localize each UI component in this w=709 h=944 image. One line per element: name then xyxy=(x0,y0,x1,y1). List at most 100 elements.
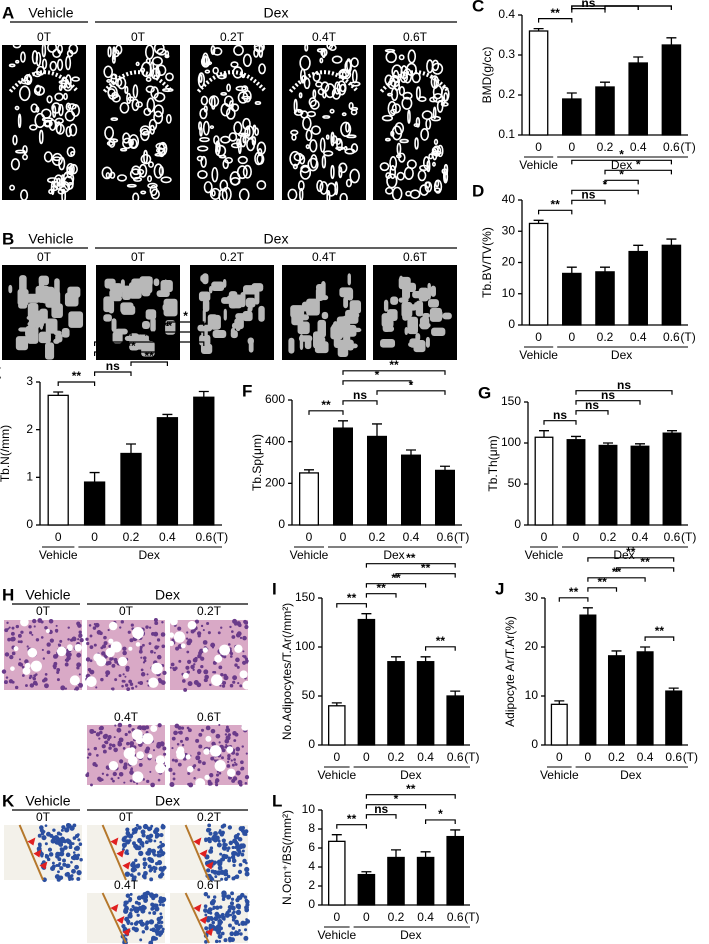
cell xyxy=(227,760,230,763)
trabecula xyxy=(331,87,341,100)
cell xyxy=(112,771,117,777)
trabecula xyxy=(304,43,309,52)
cell xyxy=(110,687,114,690)
cell xyxy=(159,840,163,844)
cell xyxy=(122,646,127,651)
cell xyxy=(108,746,112,750)
trabecula xyxy=(228,100,234,110)
significance-label: ** xyxy=(551,197,561,211)
adipocyte xyxy=(209,745,222,757)
error-bar xyxy=(53,391,64,396)
cell xyxy=(88,624,92,627)
trabecula-3d xyxy=(223,308,227,321)
trabecula-3d xyxy=(163,298,178,317)
bar xyxy=(83,481,106,526)
arrowhead xyxy=(205,861,214,870)
cell xyxy=(150,848,157,854)
trabecula xyxy=(34,112,46,129)
y-tick-label: 20 xyxy=(525,639,539,653)
y-tick-label: 50 xyxy=(302,688,316,702)
cell xyxy=(119,759,124,764)
cell xyxy=(140,656,143,659)
cell xyxy=(118,772,124,777)
trabecula xyxy=(348,101,354,110)
cell xyxy=(148,940,154,944)
cell xyxy=(245,918,248,921)
cell xyxy=(186,726,190,730)
cell xyxy=(152,865,156,869)
significance-bracket xyxy=(571,159,672,165)
cell xyxy=(107,737,111,741)
adipocyte xyxy=(150,724,158,733)
adipocyte xyxy=(155,755,166,765)
cell xyxy=(203,891,209,897)
error-bar xyxy=(600,266,610,272)
significance-label: ** xyxy=(617,0,627,7)
bone-edge xyxy=(184,824,210,881)
cell xyxy=(225,727,231,733)
error-bar xyxy=(666,37,677,45)
adipocyte xyxy=(210,674,223,686)
cell xyxy=(131,904,135,909)
group-label: Dex xyxy=(155,793,180,809)
significance-bracket xyxy=(130,331,205,337)
trabecula xyxy=(156,48,167,56)
trabecula-3d xyxy=(429,307,443,322)
trabecula xyxy=(57,43,64,55)
cell xyxy=(135,685,138,688)
cell xyxy=(158,933,162,937)
trabecula xyxy=(229,171,241,186)
cell xyxy=(237,779,243,785)
significance-label: ** xyxy=(640,555,650,569)
cell xyxy=(111,663,116,668)
cell xyxy=(127,630,131,634)
trabecula xyxy=(153,104,164,118)
panel-letter: D xyxy=(472,181,484,200)
cell xyxy=(220,912,225,917)
trabecula xyxy=(58,80,70,85)
trabecula-3d xyxy=(15,336,29,351)
adipocyte xyxy=(234,644,243,653)
cell xyxy=(33,674,37,678)
significance-label: ** xyxy=(600,0,610,7)
cell xyxy=(145,920,150,925)
cell xyxy=(160,680,166,685)
cell xyxy=(218,940,222,943)
error-bar xyxy=(633,244,644,252)
cell xyxy=(79,858,83,862)
cell xyxy=(117,776,120,780)
cell xyxy=(148,838,153,843)
cell xyxy=(146,680,149,683)
cell xyxy=(110,777,114,781)
cell xyxy=(233,739,237,742)
cell xyxy=(171,736,176,741)
x-tick-label: 0 xyxy=(91,530,98,544)
cell xyxy=(159,833,164,838)
trabecula xyxy=(53,174,64,190)
cell xyxy=(148,911,152,915)
cell xyxy=(31,633,34,636)
trabecula xyxy=(414,137,419,150)
trabecula xyxy=(196,155,204,162)
error-bar xyxy=(633,56,644,63)
cell xyxy=(206,837,212,842)
trabecula xyxy=(200,95,209,106)
cell xyxy=(239,932,243,936)
cell xyxy=(200,624,204,628)
trabecula xyxy=(434,179,440,188)
cell xyxy=(26,645,29,648)
cell xyxy=(235,752,239,756)
adipocyte xyxy=(173,631,186,643)
trabecula-3d xyxy=(315,287,324,302)
y-tick-label: 600 xyxy=(265,392,285,406)
cell xyxy=(233,834,240,840)
y-tick-label: 2 xyxy=(308,878,315,892)
significance-label: ** xyxy=(612,565,622,579)
cell xyxy=(152,852,156,856)
group-label: Dex xyxy=(400,928,421,942)
cell xyxy=(163,752,167,756)
cell xyxy=(85,657,91,662)
growth-plate xyxy=(102,70,174,93)
significance-label: * xyxy=(619,147,624,161)
adipocyte xyxy=(241,723,249,731)
